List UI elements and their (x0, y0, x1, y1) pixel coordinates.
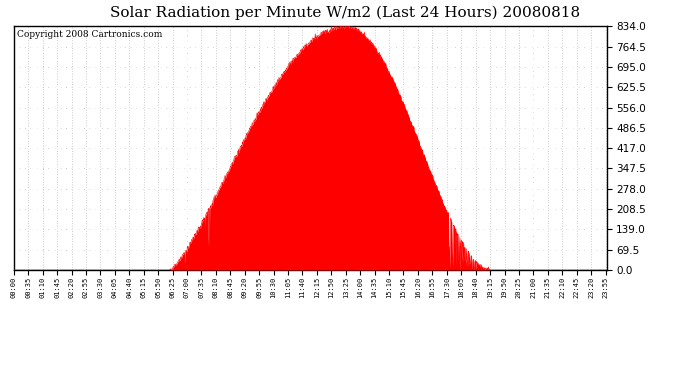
Text: Copyright 2008 Cartronics.com: Copyright 2008 Cartronics.com (17, 30, 162, 39)
Text: Solar Radiation per Minute W/m2 (Last 24 Hours) 20080818: Solar Radiation per Minute W/m2 (Last 24… (110, 6, 580, 20)
